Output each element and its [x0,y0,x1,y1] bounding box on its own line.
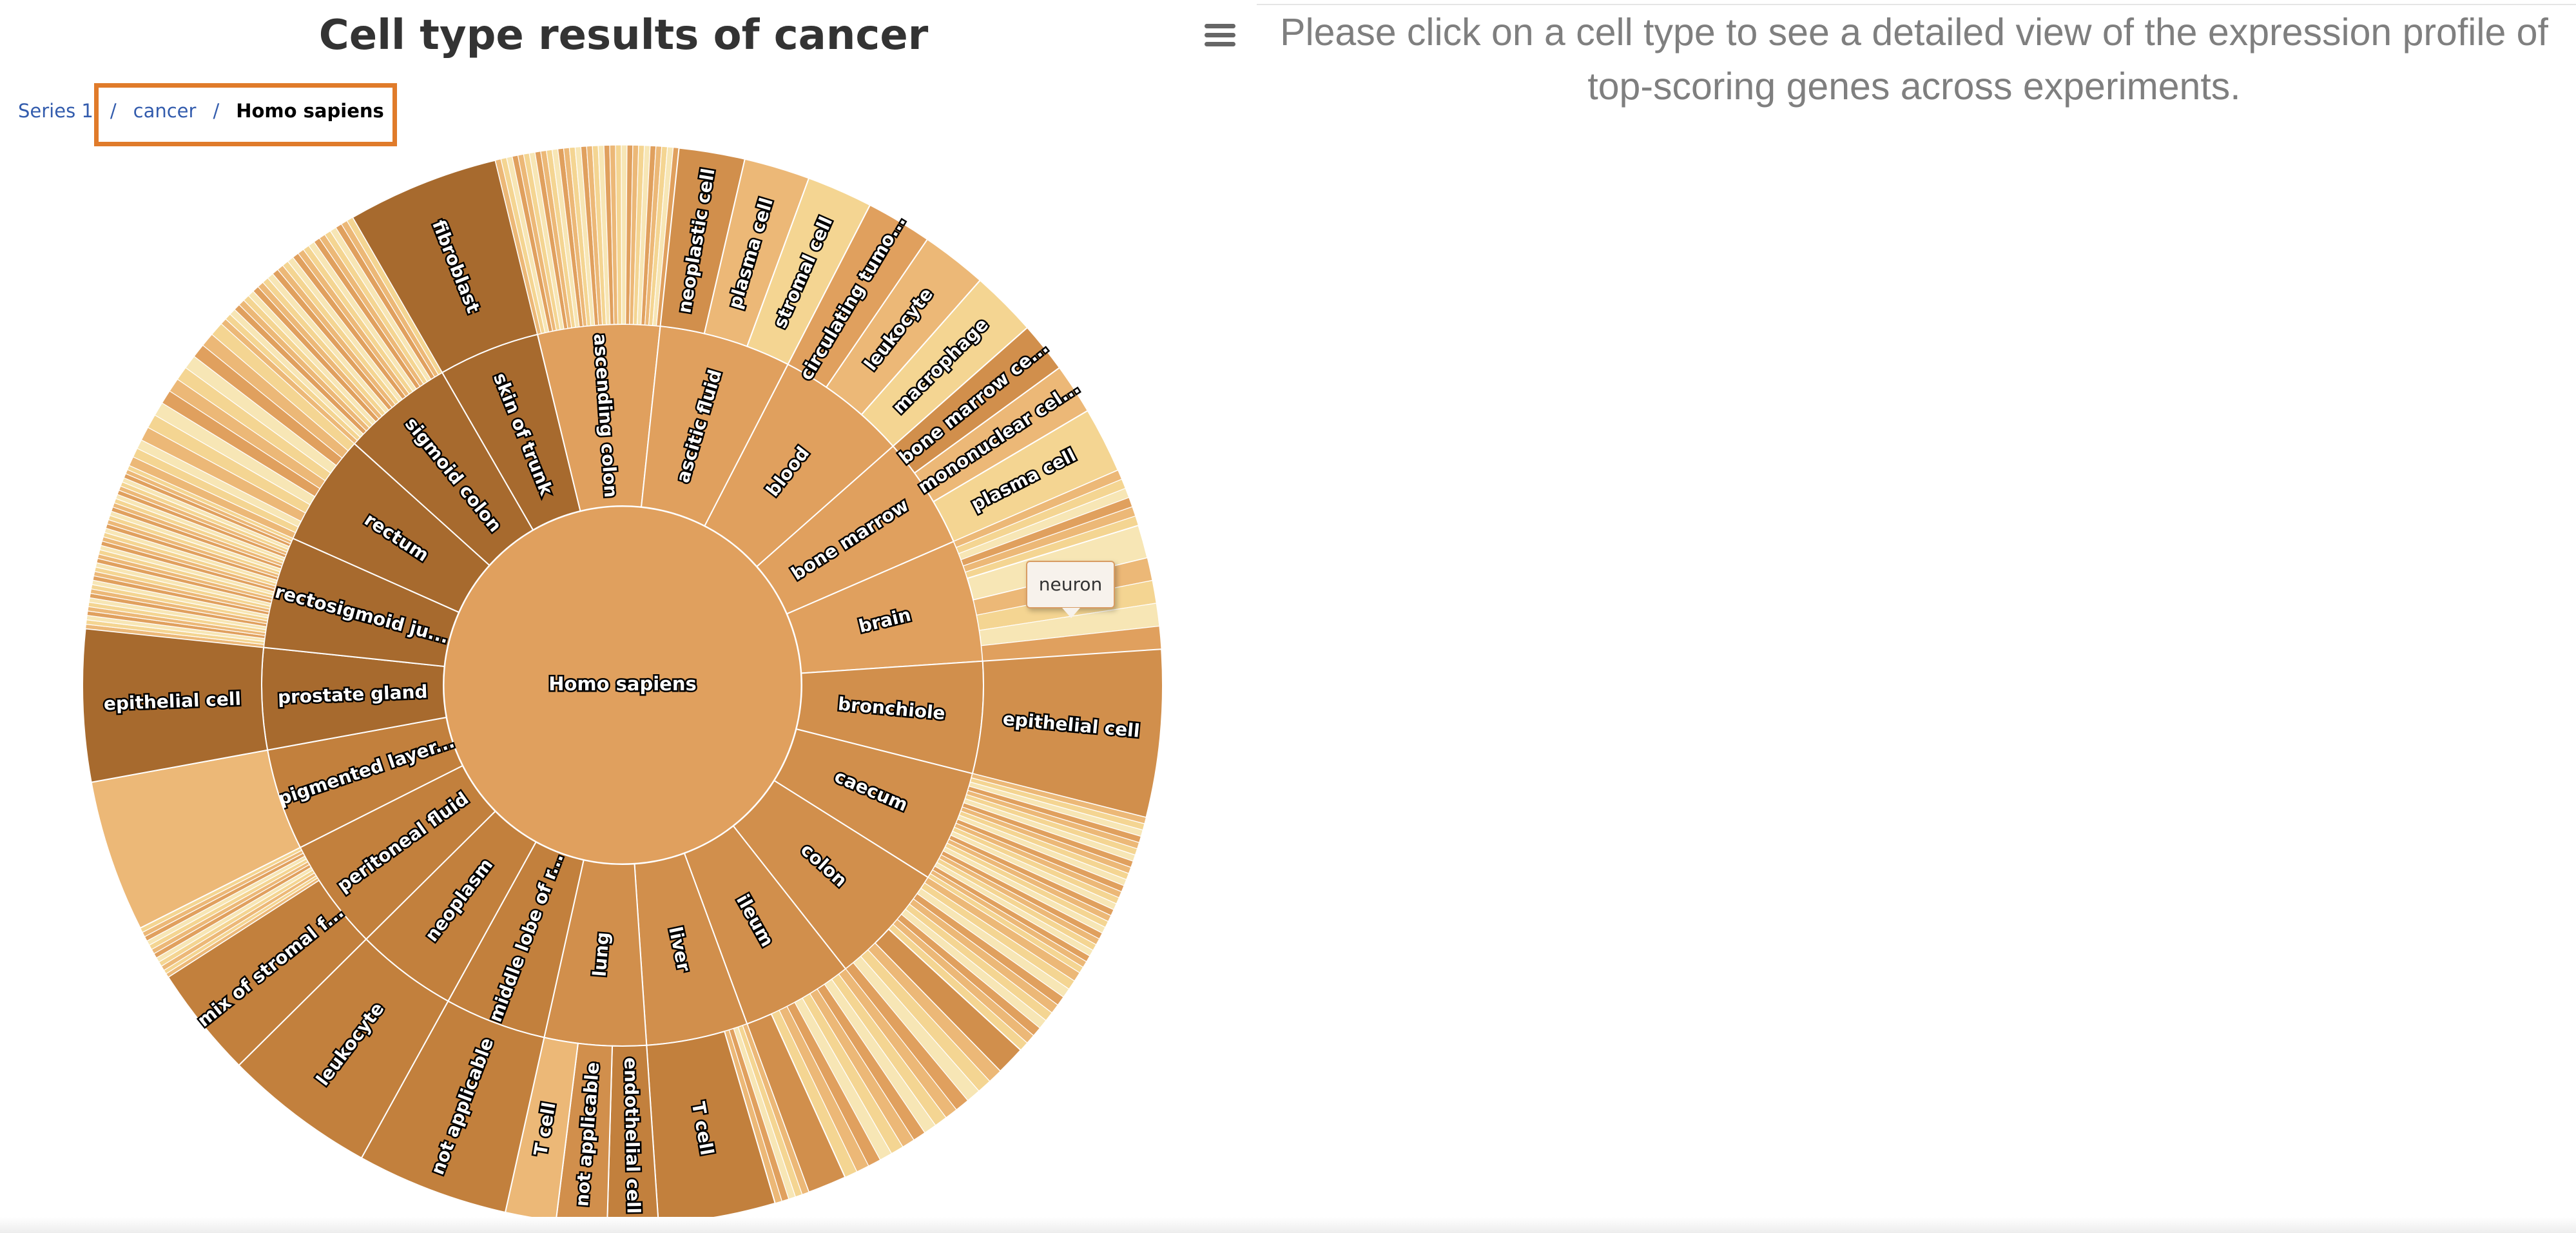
breadcrumb-item-current: Homo sapiens [236,100,384,122]
sunburst-outer-label: endothelial cell [620,1057,644,1214]
breadcrumb-highlight-box [94,83,397,146]
instructions-text: Please click on a cell type to see a det… [1280,11,2548,108]
chart-title: Cell type results of cancer [318,12,929,59]
sunburst-root-label: Homo sapiens [548,673,697,695]
sunburst-middle-label: lung [589,931,614,978]
breadcrumb-item-cancer[interactable]: cancer [133,100,197,122]
breadcrumb-separator: / [110,100,117,122]
chart-panel: Cell type results of cancer Series 1 / can… [0,0,1250,1233]
tooltip: neuron [1026,561,1115,618]
breadcrumb: Series 1 / cancer / Homo sapiens [18,100,384,122]
bottom-shade [0,1217,2576,1233]
sunburst-outer-label: epithelial cell [103,688,241,715]
breadcrumb-item-series[interactable]: Series 1 [18,100,93,122]
panel-divider [1257,4,2576,5]
sunburst-outer-segment[interactable] [346,217,443,376]
breadcrumb-separator: / [213,100,220,122]
chart-menu-icon[interactable] [1205,24,1235,52]
